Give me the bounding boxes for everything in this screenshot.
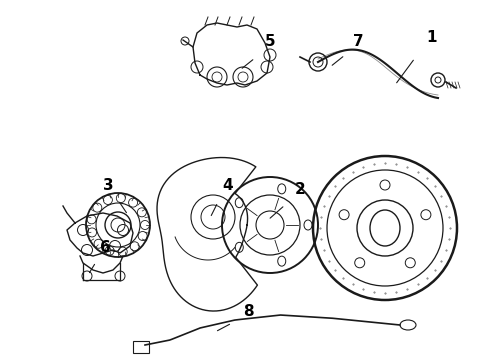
Text: 1: 1 xyxy=(427,31,437,45)
Text: 5: 5 xyxy=(265,35,275,49)
Text: 2: 2 xyxy=(294,183,305,198)
Text: 3: 3 xyxy=(103,177,113,193)
Text: 7: 7 xyxy=(353,35,363,49)
Text: 6: 6 xyxy=(99,240,110,256)
Bar xyxy=(133,341,149,353)
Text: 8: 8 xyxy=(243,305,253,320)
Text: 4: 4 xyxy=(222,177,233,193)
